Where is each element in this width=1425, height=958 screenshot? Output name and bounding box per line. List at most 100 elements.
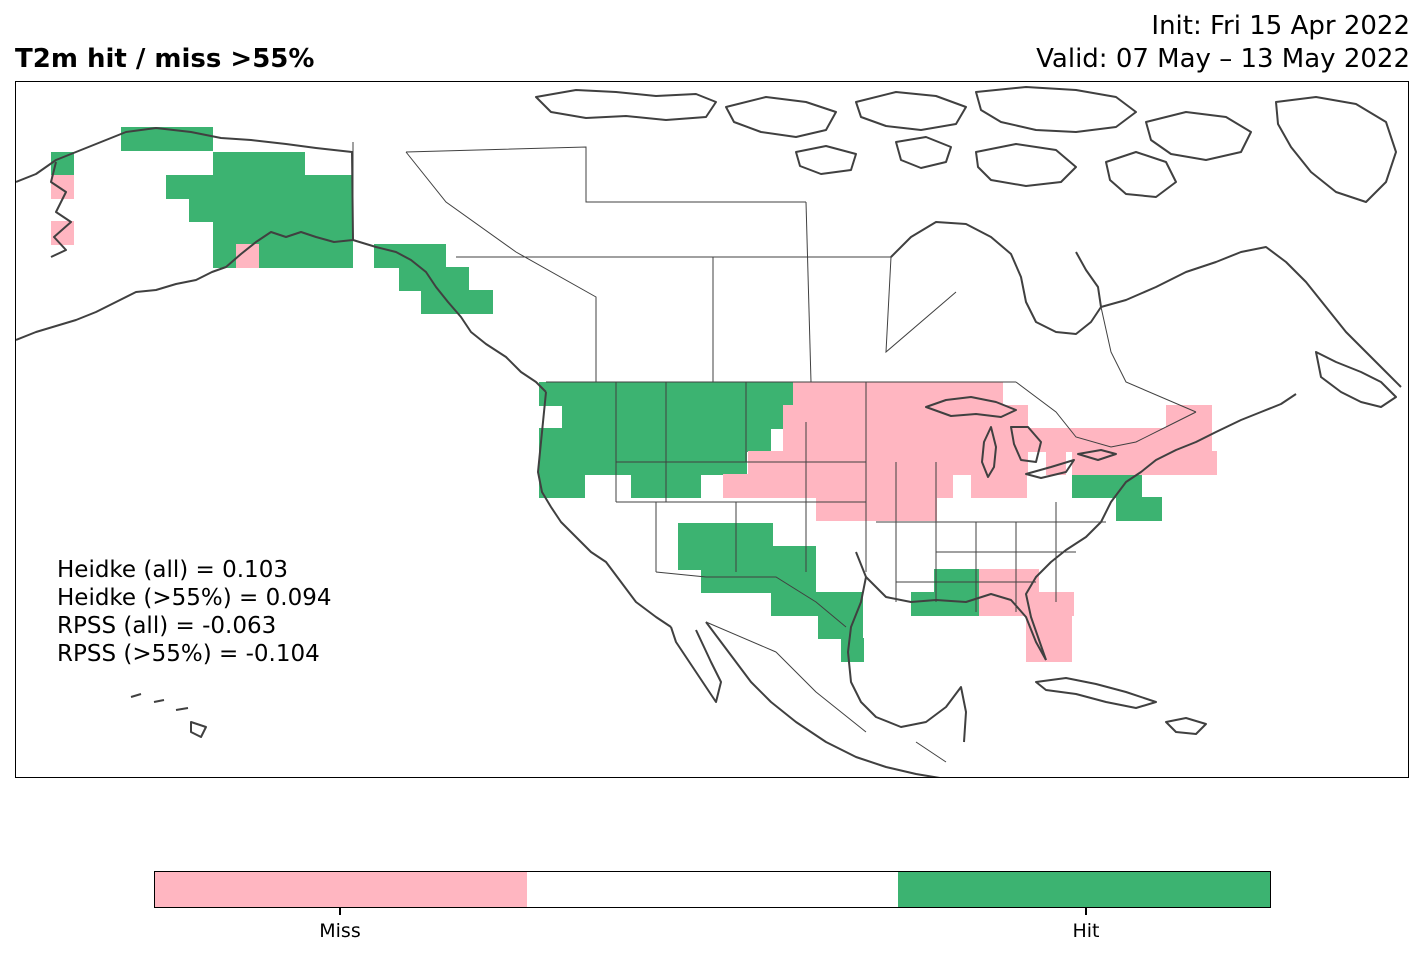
- island-6: [1275, 96, 1397, 203]
- hit-cell: [771, 592, 863, 616]
- coast-mexico: [705, 621, 941, 777]
- valid-range: Valid: 07 May – 13 May 2022: [1036, 44, 1410, 74]
- hit-cell: [539, 382, 644, 406]
- miss-cell: [793, 382, 1003, 406]
- province-sk-mb: [805, 201, 812, 383]
- island-9: [1105, 151, 1177, 198]
- lake-erie: [1025, 459, 1075, 479]
- lake-huron: [1010, 426, 1042, 463]
- hit-cell: [911, 592, 979, 616]
- miss-cell: [783, 428, 1073, 452]
- miss-cell: [1026, 638, 1072, 662]
- hit-cell: [166, 175, 352, 199]
- hit-cell: [562, 405, 644, 429]
- colorbar: [154, 871, 1271, 908]
- coast-us-gulf: [865, 576, 1047, 661]
- miss-cell: [979, 569, 1039, 593]
- hit-cell: [678, 523, 773, 547]
- hit-cell: [213, 152, 305, 176]
- hit-cell: [189, 198, 352, 222]
- hit-cell: [421, 290, 493, 314]
- chart-title: T2m hit / miss >55%: [15, 44, 315, 74]
- cuba: [1035, 677, 1157, 709]
- mexico-states: [705, 621, 947, 763]
- island-8: [895, 136, 952, 169]
- colorbar-tick-miss: [339, 908, 341, 915]
- hawaii: [130, 693, 207, 738]
- hit-cell: [213, 244, 353, 268]
- miss-cell: [1072, 451, 1217, 475]
- coast-baja: [670, 626, 722, 703]
- hit-cell: [771, 546, 816, 570]
- coast-gulf: [847, 551, 967, 743]
- miss-cell: [891, 497, 937, 521]
- hit-cell: [399, 267, 469, 291]
- hit-cell: [539, 474, 585, 498]
- border-us-mexico: [655, 571, 847, 628]
- hit-cell: [539, 451, 644, 475]
- hit-cell: [701, 569, 816, 593]
- miss-cell: [783, 405, 1028, 429]
- coast-labrador: [1100, 246, 1402, 388]
- island-3: [855, 91, 967, 131]
- coast-newfoundland: [1315, 351, 1397, 408]
- heidke-all-score: Heidke (all) = 0.103: [57, 557, 288, 583]
- coast-hudson-bay: [890, 221, 1102, 335]
- colorbar-hit-swatch: [898, 872, 1271, 907]
- miss-cell: [236, 244, 259, 268]
- miss-cell: [1046, 451, 1066, 475]
- rpss-55-score: RPSS (>55%) = -0.104: [57, 641, 320, 667]
- hit-cell: [678, 546, 773, 570]
- island-10: [795, 145, 857, 175]
- hit-cell: [818, 615, 863, 639]
- colorbar-neutral-swatch: [526, 872, 899, 907]
- miss-cell: [51, 221, 74, 245]
- colorbar-label-miss: Miss: [319, 920, 361, 942]
- miss-cell: [723, 474, 953, 498]
- province-bc-ab: [405, 151, 597, 382]
- hit-cell: [841, 638, 864, 662]
- map-canvas: [16, 86, 1402, 777]
- hit-cell: [51, 152, 74, 176]
- hit-cell: [701, 428, 771, 452]
- hit-cell: [539, 428, 644, 452]
- heidke-55-score: Heidke (>55%) = 0.094: [57, 585, 332, 611]
- island-4: [975, 86, 1137, 133]
- hit-cell: [934, 569, 979, 593]
- province-qc: [1100, 306, 1197, 413]
- lake-michigan: [981, 426, 997, 478]
- colorbar-miss-swatch: [155, 872, 527, 907]
- lake-ontario: [1077, 449, 1117, 461]
- skill-scores: Heidke (all) = 0.103 Heidke (>55%) = 0.0…: [57, 556, 331, 668]
- miss-cell: [1166, 428, 1212, 452]
- coast-us-west: [537, 391, 672, 628]
- hit-cell: [374, 244, 446, 268]
- coast-us-east: [1025, 393, 1297, 661]
- province-nwt: [405, 146, 806, 203]
- date-header: Init: Fri 15 Apr 2022 Valid: 07 May – 13…: [1036, 10, 1410, 76]
- hit-cell: [701, 451, 747, 475]
- island-7: [975, 143, 1077, 187]
- colorbar-tick-hit: [1085, 908, 1087, 915]
- colorbar-label-hit: Hit: [1072, 920, 1100, 942]
- map-panel: [15, 81, 1409, 778]
- island-5: [1145, 111, 1252, 161]
- hit-cell: [631, 405, 793, 429]
- coast-alaska-west: [50, 161, 72, 258]
- miss-cell: [971, 474, 1027, 498]
- hit-cell: [1116, 497, 1162, 521]
- island-1: [535, 89, 717, 121]
- coast-panhandle: [352, 239, 547, 393]
- coastlines: [16, 86, 1402, 777]
- init-date: Init: Fri 15 Apr 2022: [1151, 11, 1410, 41]
- borders: [352, 142, 1197, 763]
- province-mb-on: [885, 256, 957, 354]
- miss-cell: [51, 175, 74, 199]
- hit-cell: [631, 382, 793, 406]
- states-grid: [615, 382, 1106, 612]
- hit-miss-cells: [51, 127, 1217, 662]
- island-2: [725, 96, 837, 138]
- rpss-all-score: RPSS (all) = -0.063: [57, 613, 277, 639]
- hispaniola: [1165, 717, 1207, 735]
- coast-alaska: [16, 127, 354, 341]
